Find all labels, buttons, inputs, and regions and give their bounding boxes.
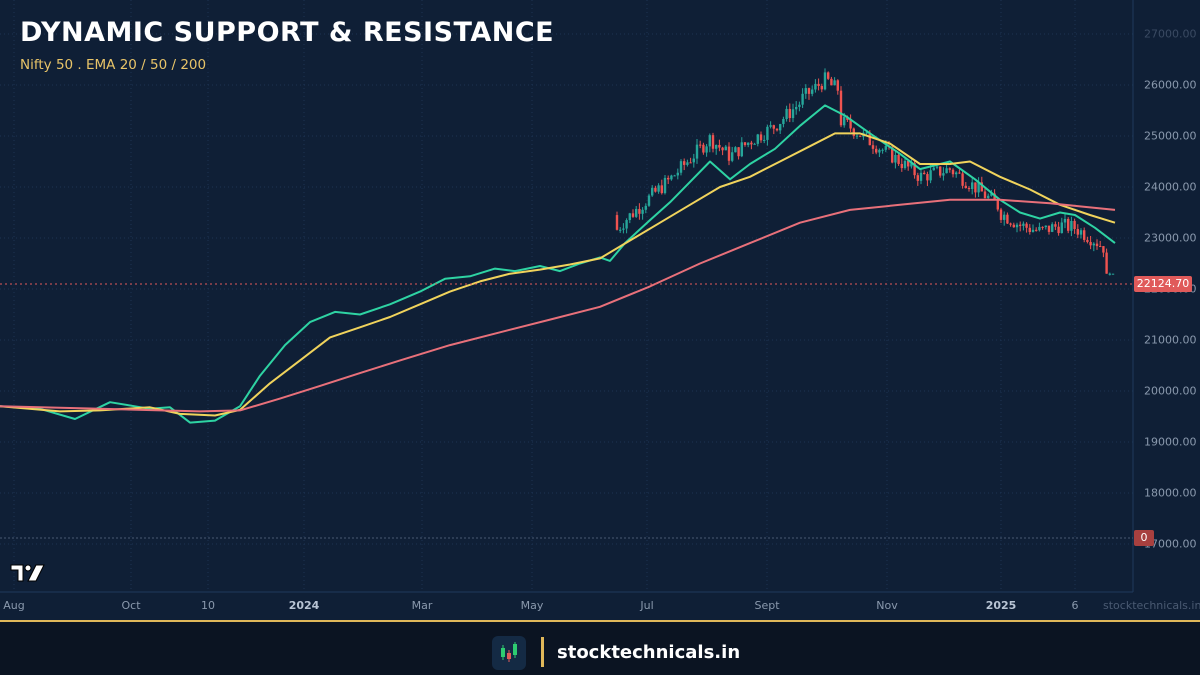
grid-lines xyxy=(0,0,1133,592)
brand-logo xyxy=(492,636,526,670)
footer-bar: stocktechnicals.in xyxy=(0,620,1200,675)
time-label: 2025 xyxy=(985,599,1017,612)
ema-50-line xyxy=(0,132,1116,417)
price-label: 17000.00 xyxy=(1144,537,1197,551)
ema-200-line xyxy=(0,198,1116,413)
price-label: 19000.00 xyxy=(1144,435,1197,449)
time-label: 6 xyxy=(1071,599,1079,612)
price-label: 27000.00 xyxy=(1144,27,1197,41)
brand-separator xyxy=(541,637,544,667)
price-label: 23000.00 xyxy=(1144,231,1197,245)
time-label: May xyxy=(520,599,544,612)
price-label: 20000.00 xyxy=(1144,384,1197,398)
candlestick-icon xyxy=(501,642,517,662)
brand-name[interactable]: stocktechnicals.in xyxy=(557,642,741,663)
current-price-tag: 22124.70 xyxy=(1134,276,1192,292)
price-label: 21000.00 xyxy=(1144,333,1197,347)
chart-subtitle: Nifty 50 . EMA 20 / 50 / 200 xyxy=(20,57,207,73)
price-label: 26000.00 xyxy=(1144,78,1197,92)
ema-lines xyxy=(0,104,1116,424)
price-label: 24000.00 xyxy=(1144,180,1197,194)
price-chart[interactable] xyxy=(0,0,1200,620)
time-label: 2024 xyxy=(288,599,320,612)
chart-area[interactable]: DYNAMIC SUPPORT & RESISTANCE Nifty 50 . … xyxy=(0,0,1200,620)
time-label: Mar xyxy=(411,599,433,612)
price-label: 18000.00 xyxy=(1144,486,1197,500)
time-label: Aug xyxy=(3,599,25,612)
chart-title: DYNAMIC SUPPORT & RESISTANCE xyxy=(20,17,555,48)
tradingview-logo-icon[interactable] xyxy=(10,563,46,583)
time-label: Nov xyxy=(876,599,898,612)
time-label: 10 xyxy=(201,599,215,612)
time-label: Jul xyxy=(640,599,654,612)
time-label: Sept xyxy=(754,599,780,612)
price-label: 25000.00 xyxy=(1144,129,1197,143)
zero-marker-tag: 0 xyxy=(1134,530,1154,546)
time-label: Oct xyxy=(121,599,141,612)
candlesticks xyxy=(615,68,1115,276)
watermark: stocktechnicals.in xyxy=(1103,599,1200,612)
ema-20-line xyxy=(0,104,1116,424)
